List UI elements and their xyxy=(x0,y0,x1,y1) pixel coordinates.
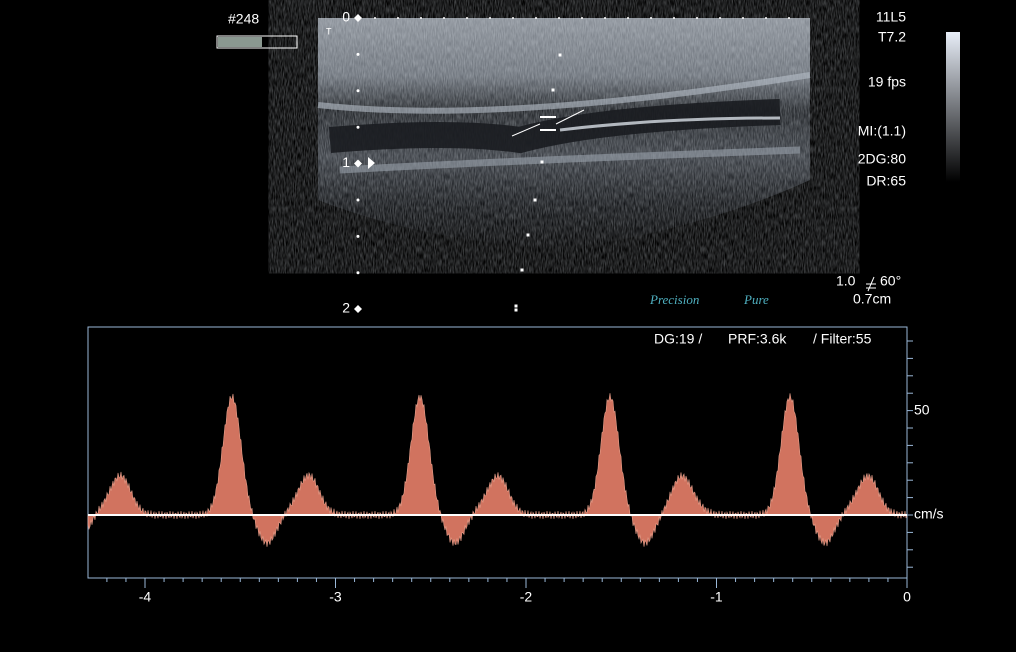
depth-label: 1 xyxy=(342,154,350,170)
icon: T xyxy=(326,26,332,36)
velocity-unit: cm/s xyxy=(914,506,944,522)
brand-pure: Pure xyxy=(743,292,769,307)
time-label: -3 xyxy=(329,589,342,605)
depth-label: 0 xyxy=(342,9,350,25)
top-dot xyxy=(374,17,376,19)
frame-number: #248 xyxy=(228,11,259,27)
top-dot xyxy=(466,17,468,19)
top-dot xyxy=(742,17,744,19)
cursor-dot xyxy=(515,309,518,312)
top-dot xyxy=(604,17,606,19)
top-dot xyxy=(627,17,629,19)
cursor-dot xyxy=(552,89,555,92)
top-dot xyxy=(489,17,491,19)
top-dot xyxy=(512,17,514,19)
depth-dot xyxy=(357,126,360,129)
top-dot xyxy=(788,17,790,19)
depth-dot xyxy=(357,89,360,92)
top-dot xyxy=(765,17,767,19)
time-label: -2 xyxy=(520,589,533,605)
cursor-dot xyxy=(534,199,537,202)
gate-size: 1.0 xyxy=(836,273,856,289)
cursor-dot xyxy=(559,54,562,57)
time-label: -1 xyxy=(710,589,723,605)
frame-rate: 19 fps xyxy=(868,74,906,90)
prf: PRF:3.6k xyxy=(728,331,787,347)
sample-depth: 0.7cm xyxy=(853,291,891,307)
depth-label: 2 xyxy=(342,300,350,316)
top-dot xyxy=(535,17,537,19)
page: T #248 11L5 T7.2 19 fps MI:(1.1) 2DG:80 … xyxy=(0,0,1016,652)
probe-model: 11L5 xyxy=(876,9,906,25)
cursor-dot xyxy=(515,305,518,308)
cursor-dot xyxy=(527,234,530,237)
cursor-dot xyxy=(541,161,544,164)
top-dot xyxy=(650,17,652,19)
scale-label: 50 xyxy=(914,402,930,418)
dynamic-range: DR:65 xyxy=(866,173,906,189)
depth-dot xyxy=(357,199,360,202)
cursor-dot xyxy=(521,269,524,272)
time-label: 0 xyxy=(903,589,911,605)
depth-dot xyxy=(357,271,360,274)
gain: 2DG:80 xyxy=(858,151,906,167)
depth-dot xyxy=(357,53,360,56)
top-dot xyxy=(420,17,422,19)
probe-setting: T7.2 xyxy=(878,29,906,45)
top-dot xyxy=(443,17,445,19)
mechanical-index: MI:(1.1) xyxy=(858,123,906,139)
top-dot xyxy=(673,17,675,19)
top-dot xyxy=(397,17,399,19)
time-label: -4 xyxy=(139,589,152,605)
depth-dot xyxy=(357,235,360,238)
doppler-gain: DG:19 / xyxy=(654,331,702,347)
top-dot xyxy=(696,17,698,19)
filter: / Filter:55 xyxy=(813,331,872,347)
angle: 60° xyxy=(880,273,901,289)
top-dot xyxy=(558,17,560,19)
brand-precision: Precision xyxy=(649,292,699,307)
top-dot xyxy=(719,17,721,19)
top-dot xyxy=(581,17,583,19)
ultrasound-screen: T #248 11L5 T7.2 19 fps MI:(1.1) 2DG:80 … xyxy=(0,0,1016,652)
cine-fill xyxy=(218,37,262,47)
gray-scale-bar xyxy=(946,32,960,182)
